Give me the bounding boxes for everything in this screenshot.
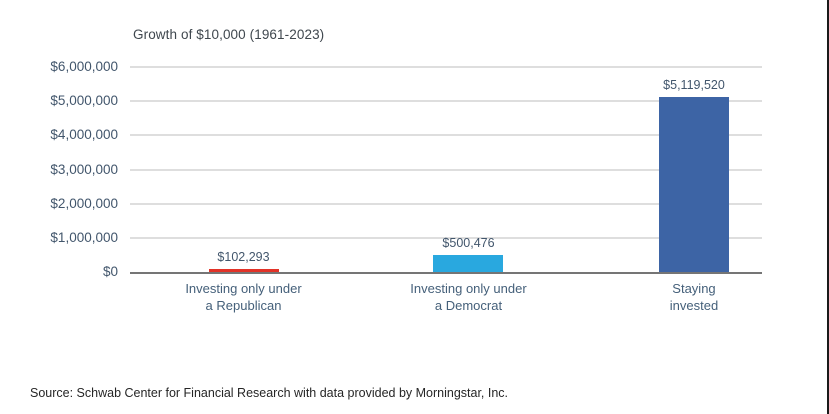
gridline (130, 134, 762, 137)
bar-2 (658, 97, 729, 272)
x-axis-labels: Investing only under a Republican Investi… (130, 281, 762, 321)
y-tick-label: $6,000,000 (50, 59, 118, 74)
bar-value-label: $102,293 (217, 249, 270, 264)
page-right-border (827, 0, 829, 414)
y-tick-label: $0 (102, 264, 118, 279)
category-label: Investing only under a Republican (185, 281, 302, 313)
y-tick-label: $2,000,000 (50, 195, 118, 211)
gridline (130, 236, 762, 239)
gridline (130, 202, 762, 205)
bar-1 (433, 254, 504, 272)
gridline (130, 66, 762, 68)
y-tick-label: $4,000,000 (50, 127, 118, 143)
bar-value-label: $500,476 (442, 235, 495, 250)
y-axis: $6,000,000 $5,000,000 $4,000,000 $3,000,000… (0, 59, 118, 279)
gridline (130, 100, 762, 103)
category-label: Investing only under a Democrat (410, 281, 527, 313)
bar-0 (208, 268, 279, 272)
y-tick-label: $1,000,000 (50, 229, 118, 245)
source-attribution: Source: Schwab Center for Financial Rese… (30, 386, 509, 400)
y-tick-label: $3,000,000 (50, 161, 118, 177)
chart-title: Growth of $10,000 (1961-2023) (133, 27, 325, 42)
bar-value-label: $5,119,520 (663, 78, 725, 93)
category-label: Staying invested (669, 281, 719, 313)
y-tick-label: $5,000,000 (50, 93, 118, 109)
gridline (130, 168, 762, 171)
plot-area: $102,293 $500,476 $5,119,520 (130, 66, 762, 274)
